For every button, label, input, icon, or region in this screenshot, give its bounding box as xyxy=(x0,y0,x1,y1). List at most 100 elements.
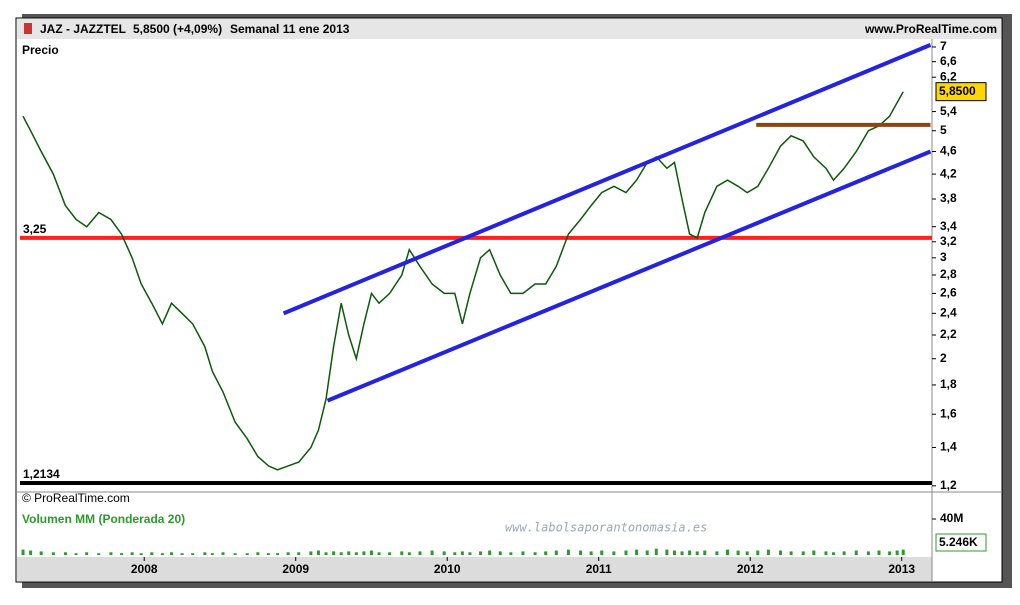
volume-bar xyxy=(756,550,760,555)
x-axis-bar xyxy=(17,557,932,581)
volume-bar xyxy=(877,550,881,555)
volume-bar xyxy=(210,553,214,555)
volume-bar xyxy=(672,550,676,555)
volume-bar xyxy=(468,552,472,555)
y-tick-label: 3,2 xyxy=(940,234,957,248)
y-tick-label: 1,6 xyxy=(940,406,957,420)
volume-bar xyxy=(286,552,290,555)
y-tick-label: 5,4 xyxy=(940,104,957,118)
volume-bar xyxy=(460,551,464,555)
volume-bar xyxy=(139,553,143,555)
volume-bar xyxy=(645,550,649,555)
last-price-label: 5,8500 xyxy=(939,84,976,98)
volume-bar xyxy=(203,552,207,555)
volume-bar xyxy=(276,553,280,555)
volume-last-label: 5.246K xyxy=(939,535,978,549)
volume-bar xyxy=(832,552,836,555)
volume-bar xyxy=(233,553,237,555)
price-line xyxy=(22,91,904,471)
volume-bar xyxy=(347,551,351,555)
symbol: JAZ - JAZZTEL xyxy=(40,22,126,36)
source: www.ProRealTime.com xyxy=(864,22,997,36)
volume-bar xyxy=(430,550,434,555)
volume-bar xyxy=(160,553,164,555)
volume-bar xyxy=(725,549,729,555)
volume-bar xyxy=(63,552,67,555)
volume-bar xyxy=(180,553,184,555)
last-price-box xyxy=(935,82,987,102)
volume-title: Volumen MM (Ponderada 20) xyxy=(22,512,185,526)
volume-bar xyxy=(453,552,457,555)
volume-bar xyxy=(256,552,260,555)
y-tick-label: 5 xyxy=(940,123,947,137)
copyright: © ProRealTime.com xyxy=(22,491,130,505)
volume-bar xyxy=(169,552,173,555)
volume-bar xyxy=(498,551,502,555)
volume-bar xyxy=(316,550,320,555)
volume-bar xyxy=(74,553,78,555)
trend-line xyxy=(326,149,932,403)
volume-bar xyxy=(895,550,899,555)
y-tick-label: 2,8 xyxy=(940,267,957,281)
volume-bar xyxy=(612,551,616,555)
volume-bar xyxy=(369,550,373,555)
volume-bar xyxy=(97,553,101,555)
volume-bar xyxy=(766,549,770,555)
volume-bar xyxy=(779,550,783,555)
volume-bar xyxy=(324,552,328,555)
volume-bar xyxy=(635,549,639,555)
volume-bar xyxy=(332,551,336,555)
volume-bar xyxy=(388,552,392,555)
volume-bar xyxy=(842,551,846,555)
volume-bar xyxy=(479,551,483,555)
volume-bar xyxy=(521,551,525,555)
volume-bar xyxy=(39,551,43,555)
volume-bar xyxy=(703,550,707,555)
frame xyxy=(15,17,1003,583)
volume-bar xyxy=(221,552,225,555)
volume-bar xyxy=(85,552,89,555)
volume-bar xyxy=(866,551,870,555)
volume-bar xyxy=(21,549,25,555)
y-tick-label: 4,2 xyxy=(940,166,957,180)
y-tick-label: 2,6 xyxy=(940,286,957,300)
panel-title: Precio xyxy=(22,43,59,57)
volume-bar xyxy=(695,551,699,555)
volume-bar xyxy=(566,549,570,555)
y-tick-label: 2 xyxy=(940,351,947,365)
volume-bar xyxy=(715,551,719,555)
x-tick-label: 2009 xyxy=(282,562,309,576)
icon xyxy=(24,23,32,34)
header-bar xyxy=(17,19,1001,39)
volume-bar xyxy=(407,552,411,555)
trend-line xyxy=(282,43,932,316)
volume-bar xyxy=(624,550,628,555)
y-tick-label: 2,2 xyxy=(940,327,957,341)
volume-tick-label: 40M xyxy=(940,511,963,525)
volume-bar xyxy=(266,553,270,555)
volume-bar xyxy=(442,551,446,555)
volume-bar xyxy=(377,552,381,555)
volume-bar xyxy=(554,550,558,555)
y-tick-label: 6,2 xyxy=(940,69,957,83)
volume-bar xyxy=(297,552,301,555)
volume-bar xyxy=(589,551,593,555)
x-tick-label: 2010 xyxy=(434,562,461,576)
volume-bar xyxy=(130,552,134,555)
y-tick-label: 3,4 xyxy=(940,219,957,233)
volume-bar xyxy=(51,552,55,555)
volume-bar xyxy=(362,551,366,555)
volume-bar xyxy=(191,553,195,555)
volume-bar xyxy=(109,552,113,555)
x-tick-label: 2011 xyxy=(586,562,612,576)
level-label: 1,2134 xyxy=(23,467,60,481)
volume-bar xyxy=(665,549,669,555)
y-tick-label: 3,8 xyxy=(940,191,957,205)
volume-bar xyxy=(579,550,583,555)
volume-bar xyxy=(150,552,154,555)
level-label: 3,25 xyxy=(23,222,47,236)
y-tick-label: 2,4 xyxy=(940,306,957,320)
y-tick-label: 1,8 xyxy=(940,377,957,391)
period: Semanal 11 ene 2013 xyxy=(230,22,350,36)
